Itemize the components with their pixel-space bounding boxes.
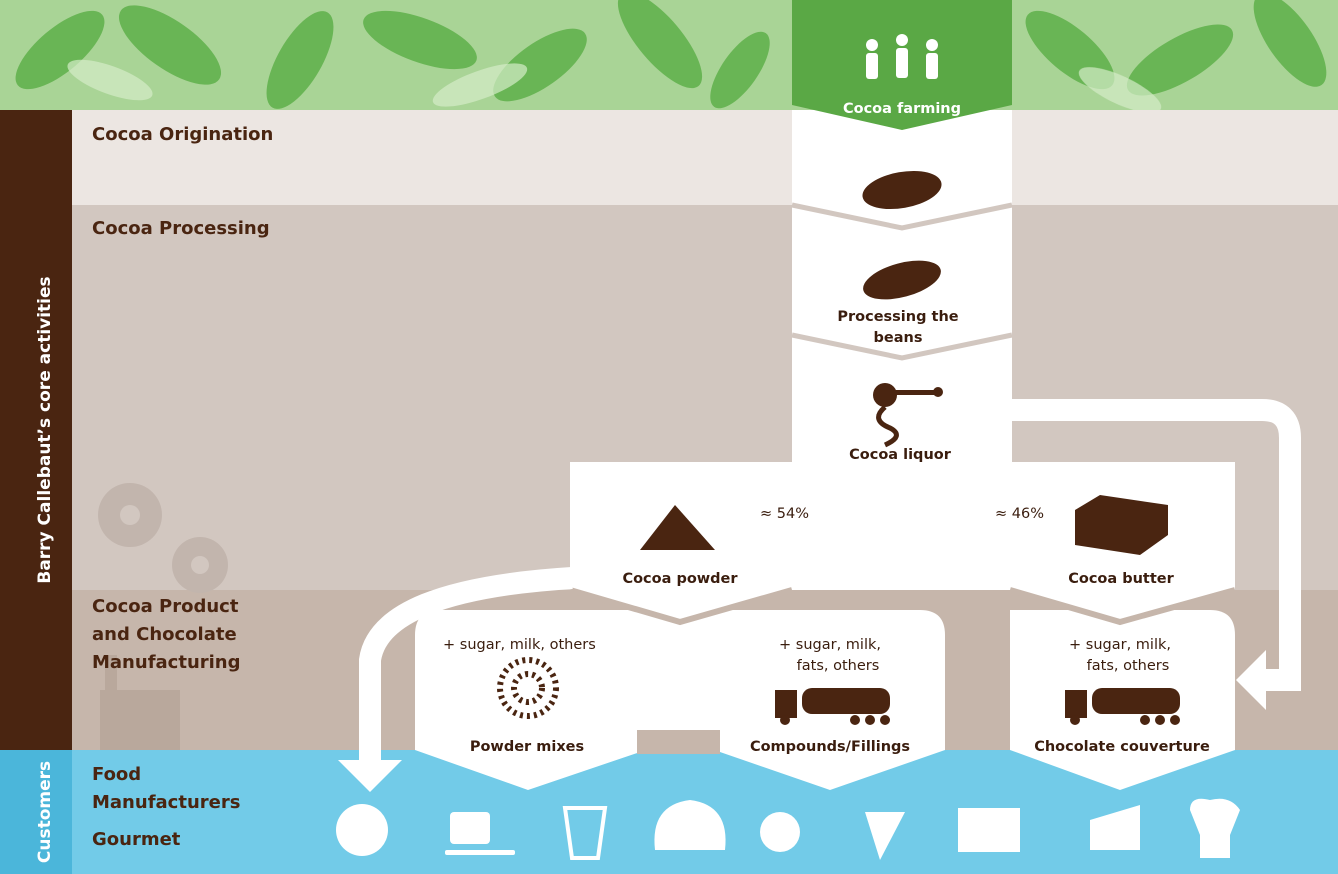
truck-icon: [1065, 688, 1180, 725]
node-label: Cocoa butter: [1068, 571, 1174, 587]
node-label: Cocoa powder: [622, 571, 738, 587]
additives-label: fats, others: [1087, 658, 1170, 674]
node-label: Chocolate couverture: [1034, 739, 1210, 755]
stage-label: and Chocolate: [92, 624, 237, 645]
additives-label: + sugar, milk,: [779, 637, 881, 653]
bean-icon: [862, 170, 942, 210]
powder-mix-icon: [497, 657, 559, 719]
share-label: ≈ 54%: [760, 506, 809, 522]
butter-icon: [1075, 495, 1168, 555]
labels: Barry Callebaut’s core activities Custom…: [35, 101, 1210, 863]
additives-label: + sugar, milk,: [1069, 637, 1171, 653]
sidebar-customers: Customers: [35, 761, 55, 863]
powder-icon: [640, 505, 715, 550]
stage-label: Manufacturers: [92, 792, 240, 813]
liquor-icon: [873, 383, 943, 448]
node-label: Compounds/Fillings: [750, 739, 910, 755]
node-label: Cocoa farming: [843, 101, 961, 117]
node-label: Powder mixes: [470, 739, 584, 755]
stage-label: Manufacturing: [92, 652, 241, 673]
stage-label: Cocoa Origination: [92, 124, 273, 145]
node-label: Processing the: [837, 309, 958, 325]
customer-icons: [336, 798, 1240, 860]
stage-label: Food: [92, 764, 141, 785]
stage-label: Gourmet: [92, 829, 181, 850]
share-label: ≈ 46%: [995, 506, 1044, 522]
node-label: Cocoa liquor: [849, 447, 952, 463]
sidebar-core: Barry Callebaut’s core activities: [35, 276, 55, 583]
pod-icon: [863, 260, 941, 300]
node-label: beans: [874, 330, 923, 346]
additives-label: fats, others: [797, 658, 880, 674]
stage-label: Cocoa Processing: [92, 218, 270, 239]
stage-label: Cocoa Product: [92, 596, 239, 617]
farmer-icon: [866, 34, 938, 79]
additives-label: + sugar, milk, others: [443, 637, 596, 653]
truck-icon: [775, 688, 890, 725]
icons: [336, 34, 1240, 860]
